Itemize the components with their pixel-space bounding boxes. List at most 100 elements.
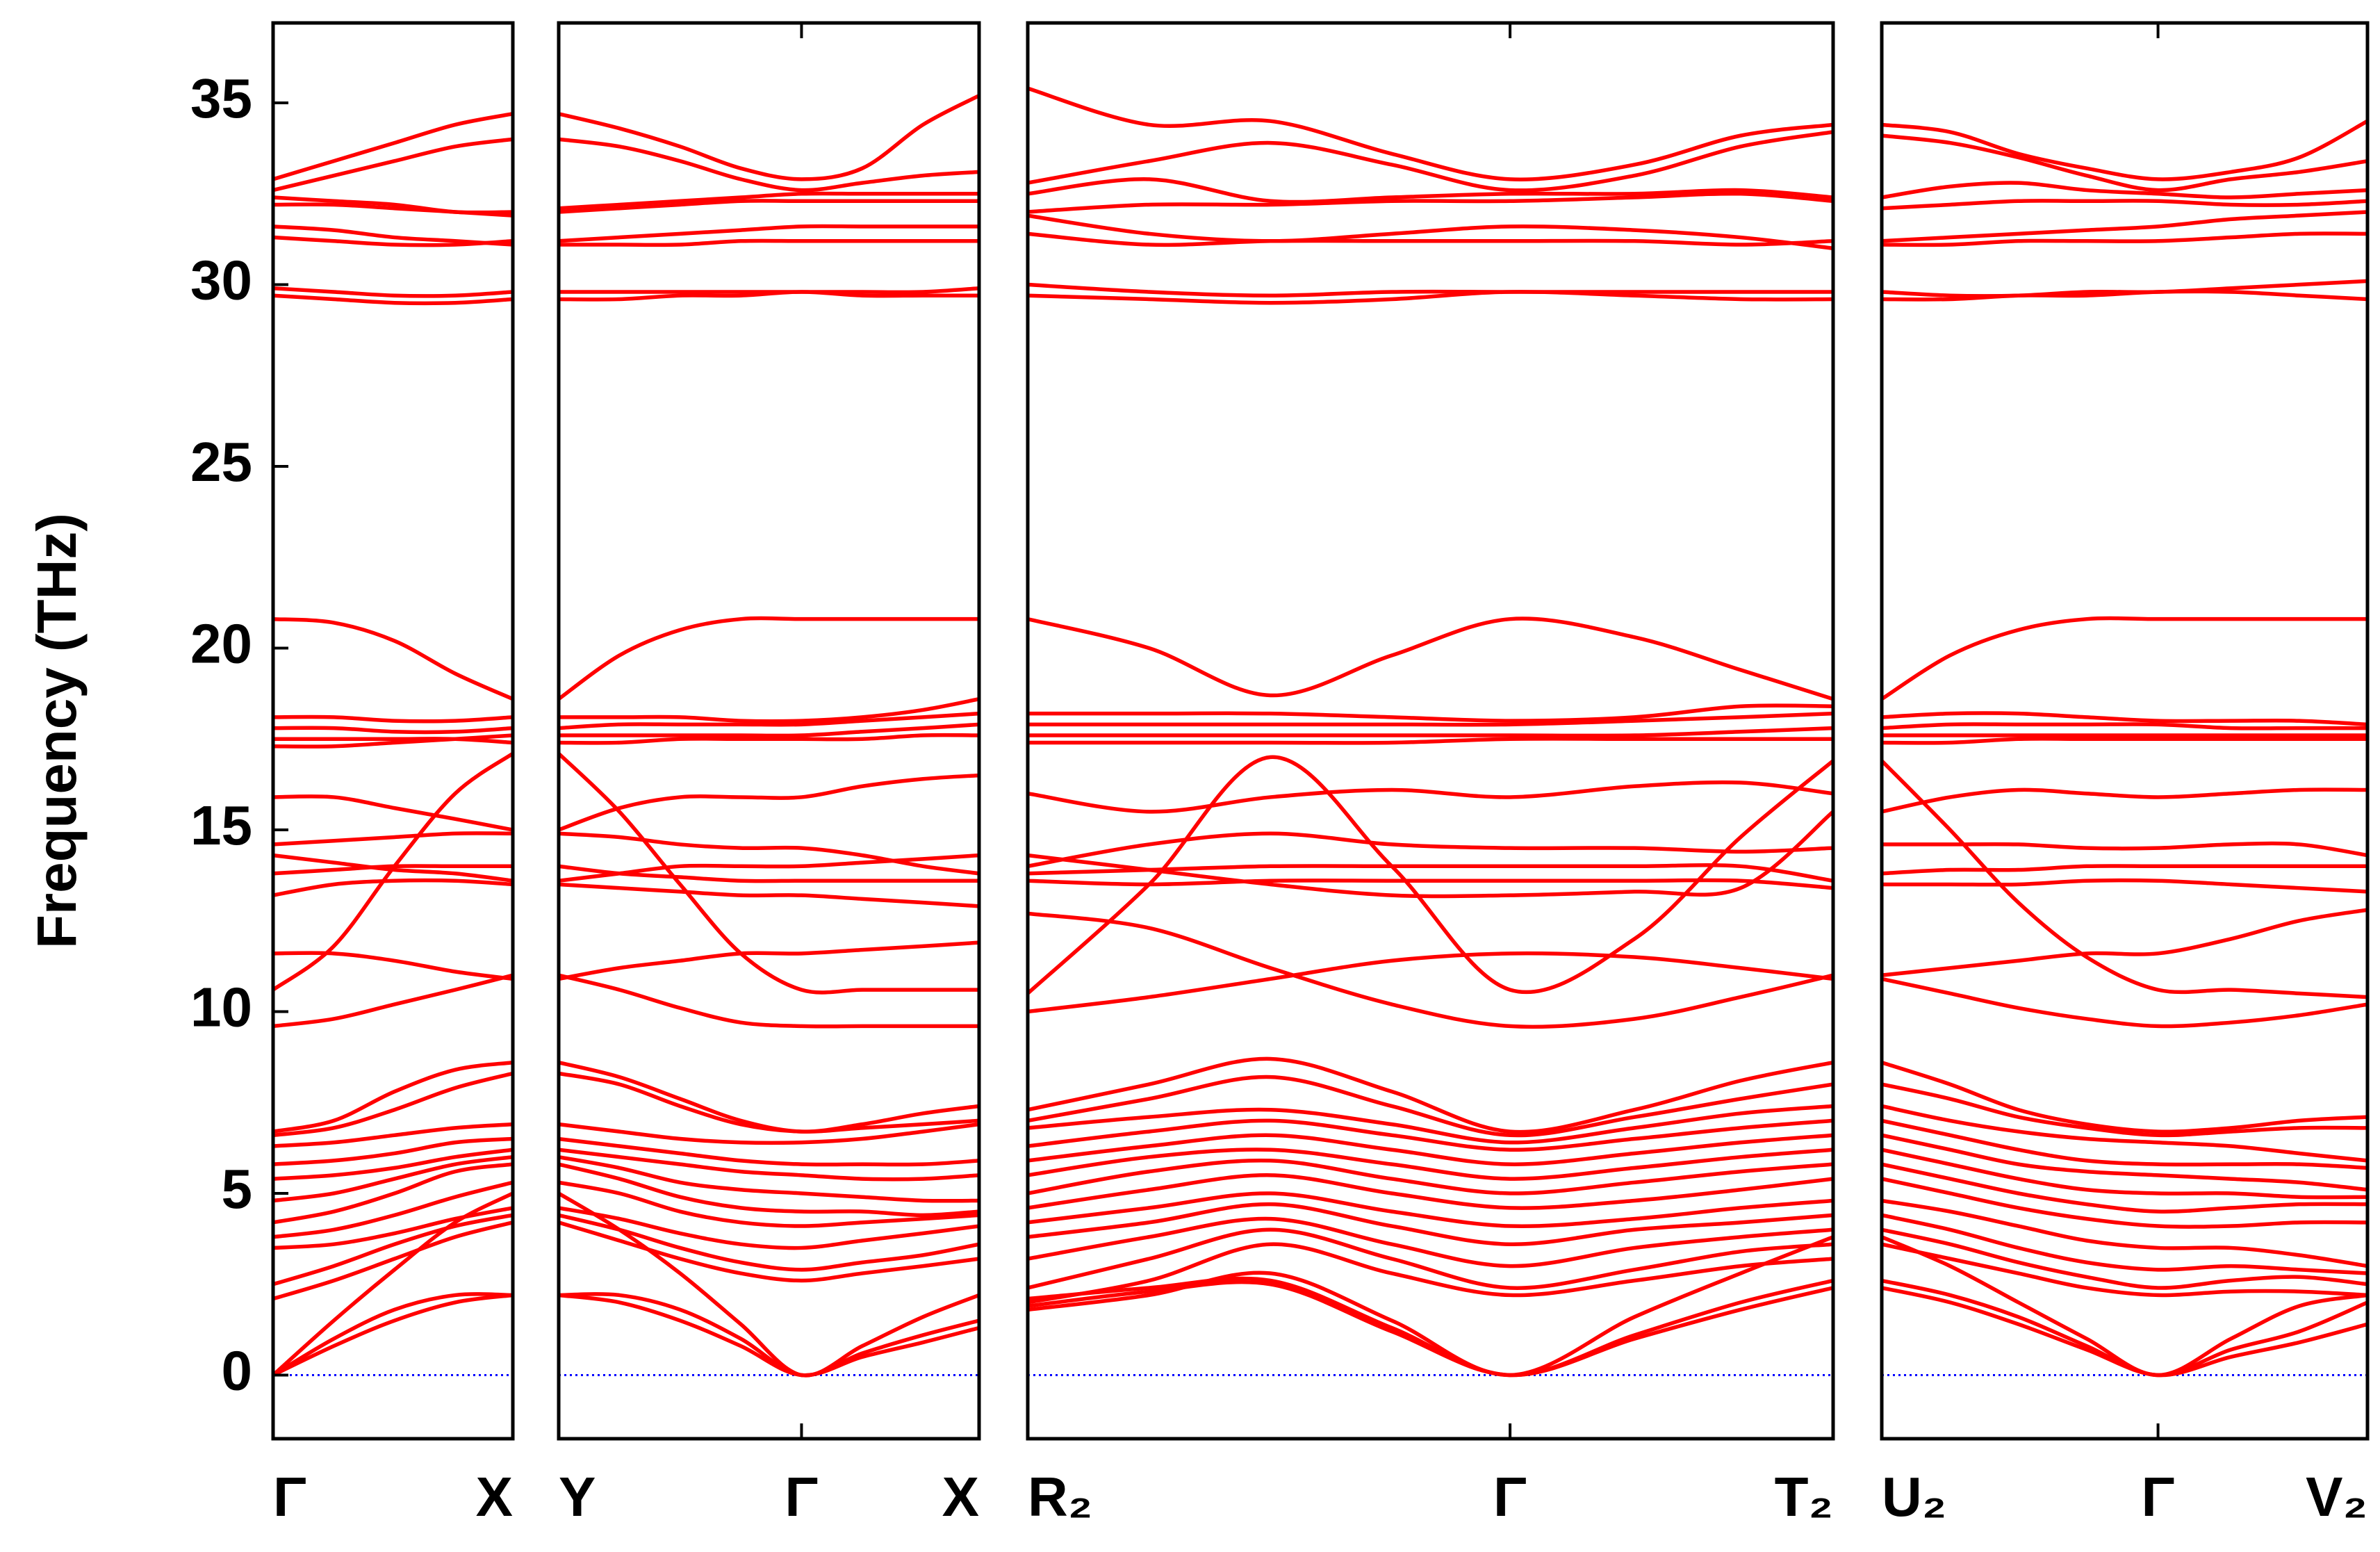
y-tick-label: 10 [190, 977, 252, 1038]
band-line [1882, 787, 2367, 814]
band-line [1028, 1191, 1833, 1229]
band-line [273, 1292, 513, 1377]
band-line [559, 1220, 979, 1283]
band-line [1882, 119, 2367, 181]
band-line [1028, 1280, 1833, 1378]
band-line [1882, 759, 2367, 999]
x-tick-label: T₂ [1775, 1466, 1833, 1528]
band-line [1882, 1082, 2367, 1138]
band-line [1882, 737, 2367, 745]
band-line [1882, 1227, 2367, 1290]
band-line [1882, 1104, 2367, 1163]
band-line [559, 238, 979, 247]
panel [273, 112, 513, 1377]
panel-frame [557, 21, 981, 1441]
band-line [273, 1060, 513, 1134]
band-line [559, 1122, 979, 1145]
band-line [559, 864, 979, 883]
band-line [1028, 1173, 1833, 1210]
band-line [273, 853, 513, 883]
band-line [1028, 810, 1833, 899]
panel [1028, 86, 1833, 1378]
band-line [1882, 722, 2367, 730]
band-line [559, 1071, 979, 1134]
band-line [273, 1122, 513, 1148]
band-line [1882, 1213, 2367, 1275]
band-line [1028, 1104, 1833, 1145]
x-tick-label: Y [559, 1466, 596, 1528]
y-tick-label: 35 [190, 67, 252, 129]
band-line [559, 831, 979, 876]
band-line [273, 112, 513, 181]
band-line [559, 853, 979, 883]
band-line [1028, 213, 1833, 250]
band-line [559, 973, 979, 1029]
band-line [559, 1213, 979, 1272]
x-tick-label: Γ [2142, 1466, 2175, 1528]
y-tick-label: 5 [222, 1158, 253, 1220]
x-tick-label: Γ [273, 1466, 306, 1528]
band-line [559, 1191, 979, 1378]
band-line [1028, 711, 1833, 727]
band-line [1028, 1075, 1833, 1138]
band-line [273, 794, 513, 832]
band-line [1882, 199, 2367, 211]
y-tick-label: 15 [190, 794, 252, 856]
band-line [1882, 616, 2367, 701]
band-line [273, 1136, 513, 1166]
band-line [1028, 177, 1833, 204]
band-line [559, 940, 979, 981]
band-line [559, 286, 979, 295]
band-line [559, 773, 979, 832]
band-line [1028, 703, 1833, 723]
band-line [1028, 1056, 1833, 1134]
band-line [273, 1071, 513, 1138]
panel-frame [1880, 21, 2370, 1441]
panel-frame [1026, 21, 1835, 1441]
band-line [273, 714, 513, 724]
band-line [1028, 1227, 1833, 1290]
band-line [273, 1154, 513, 1203]
band-line [559, 1206, 979, 1250]
band-line [1028, 1133, 1833, 1166]
band-line [273, 878, 513, 897]
band-line [1882, 1118, 2367, 1170]
band-line [273, 951, 513, 981]
band-line [1028, 1158, 1833, 1195]
band-line [559, 94, 979, 181]
x-tick-label: R₂ [1028, 1466, 1092, 1528]
band-line [559, 711, 979, 730]
band-line [273, 202, 513, 218]
x-tick-label: X [476, 1466, 513, 1528]
band-line [559, 882, 979, 908]
band-line [1882, 231, 2367, 247]
band-line [1882, 133, 2367, 193]
band-line [273, 831, 513, 847]
band-line [1028, 231, 1833, 247]
band-line [1028, 1235, 1833, 1378]
band-line [1882, 1286, 2367, 1378]
band-line [1882, 181, 2367, 199]
y-tick-label: 20 [190, 613, 252, 675]
band-line [559, 290, 979, 302]
x-tick-label: V₂ [2306, 1466, 2367, 1528]
band-line [273, 1220, 513, 1301]
band-line [1882, 864, 2367, 876]
band-line [1882, 1235, 2367, 1378]
band-line [273, 293, 513, 306]
band-line [1882, 1147, 2367, 1200]
band-line [1028, 1242, 1833, 1305]
x-tick-label: X [942, 1466, 979, 1528]
band-line [559, 1180, 979, 1228]
band-line [1028, 911, 1833, 1029]
band-line [1882, 1162, 2367, 1214]
band-line [273, 1206, 513, 1250]
band-line [1882, 841, 2367, 858]
band-line [1028, 282, 1833, 297]
band-line [273, 235, 513, 247]
band-line [1028, 780, 1833, 814]
band-line [559, 199, 979, 214]
band-line [559, 733, 979, 745]
